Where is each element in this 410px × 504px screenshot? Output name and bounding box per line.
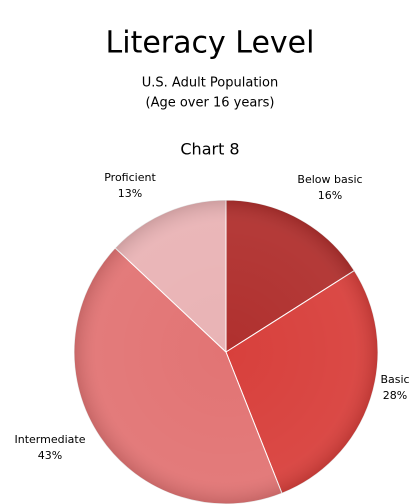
slice-value-label: 13% bbox=[118, 187, 142, 200]
slice-value-label: 43% bbox=[38, 449, 62, 462]
slice-category: Below basic bbox=[297, 173, 362, 186]
chart-label: Chart 8 bbox=[180, 140, 239, 159]
slice-category: Intermediate bbox=[15, 433, 86, 446]
slice-value-label: 16% bbox=[318, 189, 342, 202]
slice-value-label: 28% bbox=[383, 389, 407, 402]
pie bbox=[73, 199, 379, 504]
subtitle: U.S. Adult Population bbox=[142, 76, 278, 91]
chart-title: Literacy Level bbox=[106, 26, 315, 61]
slice-category: Proficient bbox=[104, 171, 156, 184]
slice-category: Basic bbox=[380, 373, 409, 386]
subtitle: (Age over 16 years) bbox=[146, 96, 275, 111]
